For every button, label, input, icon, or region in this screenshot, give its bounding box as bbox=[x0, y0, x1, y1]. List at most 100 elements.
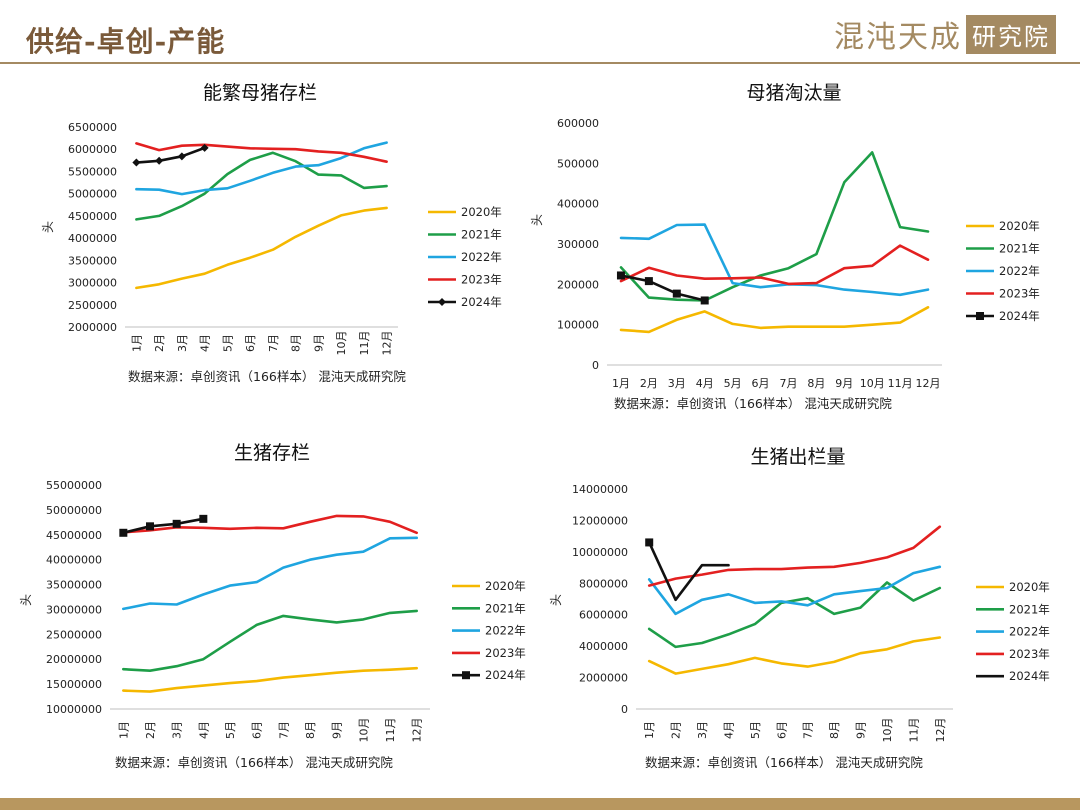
y-tick-label: 0 bbox=[592, 359, 599, 372]
brand-box: 研究院 bbox=[966, 14, 1056, 54]
series-line-2022年 bbox=[647, 565, 942, 616]
y-tick-label: 14000000 bbox=[572, 483, 628, 496]
y-tick-label: 2500000 bbox=[68, 299, 117, 312]
y-tick-label: 200000 bbox=[557, 278, 599, 291]
legend-label: 2024年 bbox=[485, 668, 526, 682]
series-line-2023年 bbox=[647, 525, 942, 587]
series-line-2020年 bbox=[135, 206, 388, 290]
chart-title: 母猪淘汰量 bbox=[746, 82, 841, 104]
series-line-2023年 bbox=[122, 514, 418, 535]
x-tick-label: 8月 bbox=[807, 377, 825, 390]
legend-label: 2024年 bbox=[1009, 669, 1050, 683]
x-tick-label: 5月 bbox=[749, 721, 762, 739]
x-tick-label: 11月 bbox=[384, 718, 397, 743]
series-line-2024年 bbox=[647, 541, 730, 602]
source-note: 数据来源：卓创资讯（166样本） 混沌天成研究院 bbox=[614, 396, 892, 411]
legend-label: 2023年 bbox=[485, 646, 526, 660]
x-tick-label: 6月 bbox=[244, 334, 257, 352]
x-tick-label: 1月 bbox=[643, 721, 656, 739]
x-tick-label: 12月 bbox=[381, 331, 394, 356]
x-tick-label: 11月 bbox=[907, 718, 920, 743]
x-tick-label: 12月 bbox=[934, 718, 947, 743]
x-tick-label: 10月 bbox=[881, 718, 894, 743]
legend-label: 2021年 bbox=[999, 242, 1040, 256]
brand-name: 混沌天成 bbox=[834, 20, 962, 55]
data-point bbox=[645, 538, 654, 547]
series-line-2023年 bbox=[135, 142, 388, 163]
series-line-2022年 bbox=[135, 141, 388, 196]
x-tick-label: 7月 bbox=[779, 377, 797, 390]
x-tick-label: 5月 bbox=[221, 334, 234, 352]
header-divider bbox=[0, 62, 1080, 64]
y-axis-label: 头 bbox=[41, 221, 55, 233]
y-tick-label: 20000000 bbox=[46, 653, 102, 666]
x-tick-label: 1月 bbox=[612, 377, 630, 390]
x-tick-label: 1月 bbox=[130, 334, 143, 352]
legend-label: 2020年 bbox=[999, 219, 1040, 233]
x-tick-label: 4月 bbox=[722, 721, 735, 739]
legend-label: 2022年 bbox=[1009, 625, 1050, 639]
source-note: 数据来源：卓创资讯（166样本） 混沌天成研究院 bbox=[128, 369, 406, 384]
x-tick-label: 7月 bbox=[277, 721, 290, 739]
series-line-2021年 bbox=[135, 151, 388, 221]
y-tick-label: 6000000 bbox=[579, 609, 628, 622]
data-point bbox=[200, 143, 209, 152]
x-tick-label: 11月 bbox=[358, 331, 371, 356]
legend-label: 2021年 bbox=[461, 228, 502, 242]
x-tick-label: 1月 bbox=[117, 721, 130, 739]
y-tick-label: 4000000 bbox=[68, 232, 117, 245]
y-tick-label: 40000000 bbox=[46, 554, 102, 567]
y-tick-label: 35000000 bbox=[46, 579, 102, 592]
series-line-2020年 bbox=[122, 666, 418, 693]
y-tick-label: 15000000 bbox=[46, 678, 102, 691]
series-line-2024年 bbox=[619, 274, 706, 302]
y-tick-label: 12000000 bbox=[572, 514, 628, 527]
x-tick-label: 5月 bbox=[224, 721, 237, 739]
x-tick-label: 4月 bbox=[199, 334, 212, 352]
legend-label: 2023年 bbox=[1009, 647, 1050, 661]
y-tick-label: 4000000 bbox=[579, 640, 628, 653]
y-tick-label: 6500000 bbox=[68, 121, 117, 134]
series-line-2024年 bbox=[135, 146, 206, 164]
y-axis-label: 头 bbox=[549, 594, 563, 606]
legend-marker bbox=[438, 298, 446, 306]
source-note: 数据来源：卓创资讯（166样本） 混沌天成研究院 bbox=[115, 755, 393, 770]
x-tick-label: 3月 bbox=[668, 377, 686, 390]
series-line-2023年 bbox=[619, 244, 930, 286]
y-tick-label: 30000000 bbox=[46, 603, 102, 616]
y-tick-label: 400000 bbox=[557, 198, 599, 211]
x-tick-label: 5月 bbox=[724, 377, 742, 390]
footer-bar bbox=[0, 798, 1080, 810]
x-tick-label: 8月 bbox=[290, 334, 303, 352]
data-point bbox=[199, 514, 208, 523]
y-tick-label: 50000000 bbox=[46, 504, 102, 517]
y-tick-label: 3500000 bbox=[68, 254, 117, 267]
x-tick-label: 8月 bbox=[828, 721, 841, 739]
legend-label: 2023年 bbox=[999, 287, 1040, 301]
x-tick-label: 9月 bbox=[855, 721, 868, 739]
x-tick-label: 6月 bbox=[251, 721, 264, 739]
y-tick-label: 55000000 bbox=[46, 479, 102, 492]
page-title: 供给-卓创-产能 bbox=[26, 25, 226, 58]
y-axis-label: 头 bbox=[19, 594, 33, 606]
data-point bbox=[146, 522, 154, 531]
x-tick-label: 4月 bbox=[696, 377, 714, 390]
series-line-2021年 bbox=[647, 581, 942, 649]
x-tick-label: 11月 bbox=[888, 377, 913, 390]
chart-title: 生猪出栏量 bbox=[750, 446, 845, 468]
legend-label: 2022年 bbox=[999, 264, 1040, 278]
series-line-2022年 bbox=[619, 223, 930, 297]
x-tick-label: 8月 bbox=[304, 721, 317, 739]
x-tick-label: 3月 bbox=[696, 721, 709, 739]
y-tick-label: 25000000 bbox=[46, 628, 102, 641]
x-tick-label: 7月 bbox=[802, 721, 815, 739]
series-line-2020年 bbox=[619, 306, 930, 334]
y-tick-label: 0 bbox=[621, 703, 628, 716]
y-tick-label: 2000000 bbox=[579, 672, 628, 685]
brand-logo: 混沌天成 研究院 bbox=[834, 14, 1056, 55]
data-point bbox=[177, 152, 186, 161]
y-tick-label: 45000000 bbox=[46, 529, 102, 542]
